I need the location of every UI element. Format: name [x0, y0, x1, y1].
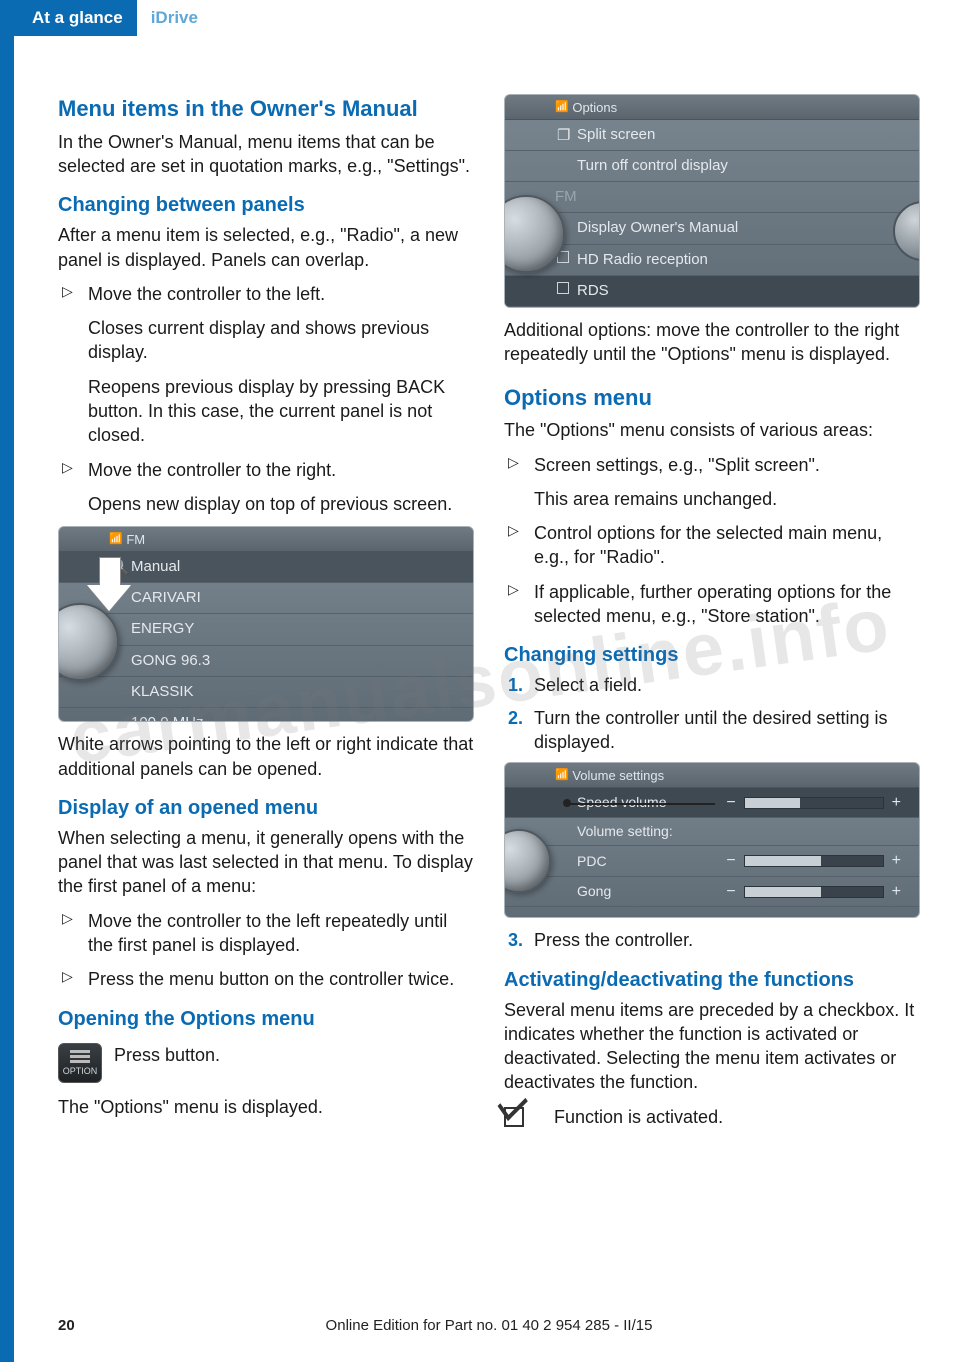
heading-changing-settings: Changing settings: [504, 642, 920, 669]
options-row: FM: [505, 182, 919, 213]
page-number: 20: [58, 1317, 75, 1334]
bullet-further-options: If applicable, further operating options…: [504, 580, 920, 629]
bullet-move-left: Move the controller to the left. Closes …: [58, 282, 474, 448]
para-additional-options: Additional options: move the controller …: [504, 318, 920, 367]
arrow-down-icon: [87, 557, 131, 615]
options-row: Turn off control display: [505, 151, 919, 182]
bullet-press-twice: Press the menu button on the controller …: [58, 967, 474, 991]
fm-title-text: FM: [126, 532, 145, 547]
header: At a glance iDrive: [14, 0, 960, 36]
fm-row: KLASSIK: [59, 677, 473, 708]
step-select-field: Select a field.: [504, 673, 920, 697]
options-panel-title: 📶 Options: [505, 95, 919, 120]
left-column: Menu items in the Owner's Manual In the …: [58, 94, 474, 1141]
option-button-icon: OPTION: [58, 1043, 102, 1083]
text-function-activated: Function is activated.: [554, 1105, 723, 1129]
step-press-controller: Press the controller.: [504, 928, 920, 952]
checkbox-checked-icon: [504, 1105, 544, 1129]
para-menu-items: In the Owner's Manual, menu items that c…: [58, 130, 474, 179]
fm-row: ENERGY: [59, 614, 473, 645]
callout-line: [565, 803, 715, 805]
step-turn-controller: Turn the controller until the desired se…: [504, 706, 920, 755]
volume-title-text: Volume settings: [572, 768, 664, 783]
edition-text: Online Edition for Part no. 01 40 2 954 …: [326, 1316, 653, 1336]
options-row: Radio: [505, 307, 919, 308]
heading-changing-panels: Changing between panels: [58, 192, 474, 219]
text-closes: Closes current display and shows previou…: [88, 316, 474, 365]
options-title-text: Options: [572, 100, 617, 115]
header-tab: At a glance: [14, 0, 137, 36]
text-screen-settings: Screen settings, e.g., "Split screen".: [534, 453, 920, 477]
para-options-displayed: The "Options" menu is displayed.: [58, 1095, 474, 1119]
para-display-menu: When selecting a menu, it generally open…: [58, 826, 474, 899]
bullet-move-right: Move the controller to the right. Opens …: [58, 458, 474, 517]
heading-display-menu: Display of an opened menu: [58, 795, 474, 822]
text-opens-new: Opens new display on top of previous scr…: [88, 492, 474, 516]
volume-row: Volume setting:: [505, 818, 919, 846]
options-row: RDS: [505, 276, 919, 307]
list-options-areas: Screen settings, e.g., "Split screen". T…: [504, 453, 920, 629]
text-press-button: Press button.: [114, 1043, 220, 1067]
fm-panel-title: 📶 FM: [59, 527, 473, 552]
heading-menu-items: Menu items in the Owner's Manual: [58, 94, 474, 124]
text-reopens: Reopens previous display by pressing BAC…: [88, 375, 474, 448]
screenshot-fm-panel: 📶 FM 🔍ManualCARIVARIENERGYGONG 96.3KLASS…: [58, 526, 474, 722]
volume-panel-title: 📶 Volume settings: [505, 763, 919, 788]
list-display-menu: Move the controller to the left repeated…: [58, 909, 474, 992]
heading-options-menu: Options menu: [504, 383, 920, 413]
heading-activating: Activating/deactivating the functions: [504, 967, 920, 994]
list-changing-panels: Move the controller to the left. Closes …: [58, 282, 474, 516]
right-column: 📶 Options ❐Split screenTurn off control …: [504, 94, 920, 1141]
left-blue-bar: [0, 0, 14, 1362]
screenshot-volume-panel: 📶 Volume settings Speed volume−+Volume s…: [504, 762, 920, 918]
options-row: ❐Split screen: [505, 120, 919, 151]
text-move-right: Move the controller to the right.: [88, 458, 474, 482]
header-subtitle: iDrive: [137, 0, 212, 36]
text-unchanged: This area remains unchanged.: [534, 487, 920, 511]
para-activating: Several menu items are preceded by a che…: [504, 998, 920, 1095]
options-row: HD Radio reception: [505, 245, 919, 276]
list-changing-settings-cont: Press the controller.: [504, 928, 920, 952]
list-changing-settings: Select a field. Turn the controller unti…: [504, 673, 920, 754]
screenshot-options-panel: 📶 Options ❐Split screenTurn off control …: [504, 94, 920, 308]
option-button-row: OPTION Press button.: [58, 1043, 474, 1083]
footer: 20 Online Edition for Part no. 01 40 2 9…: [58, 1316, 920, 1336]
volume-row: PDC−+: [505, 846, 919, 877]
fm-row: GONG 96.3: [59, 646, 473, 677]
bullet-control-options: Control options for the selected main me…: [504, 521, 920, 570]
volume-row: Gong−+: [505, 877, 919, 908]
function-activated-row: Function is activated.: [504, 1105, 920, 1129]
para-white-arrows: White arrows pointing to the left or rig…: [58, 732, 474, 781]
bullet-left-repeated: Move the controller to the left repeated…: [58, 909, 474, 958]
option-button-label: OPTION: [63, 1066, 98, 1076]
para-changing-panels: After a menu item is selected, e.g., "Ra…: [58, 223, 474, 272]
heading-opening-options: Opening the Options menu: [58, 1006, 474, 1033]
para-consists: The "Options" menu consists of various a…: [504, 418, 920, 442]
options-row: Display Owner's Manual: [505, 213, 919, 244]
bullet-screen-settings: Screen settings, e.g., "Split screen". T…: [504, 453, 920, 512]
fm-row: 100.0 MHz: [59, 708, 473, 722]
text-move-left: Move the controller to the left.: [88, 282, 474, 306]
content-columns: Menu items in the Owner's Manual In the …: [0, 36, 960, 1141]
